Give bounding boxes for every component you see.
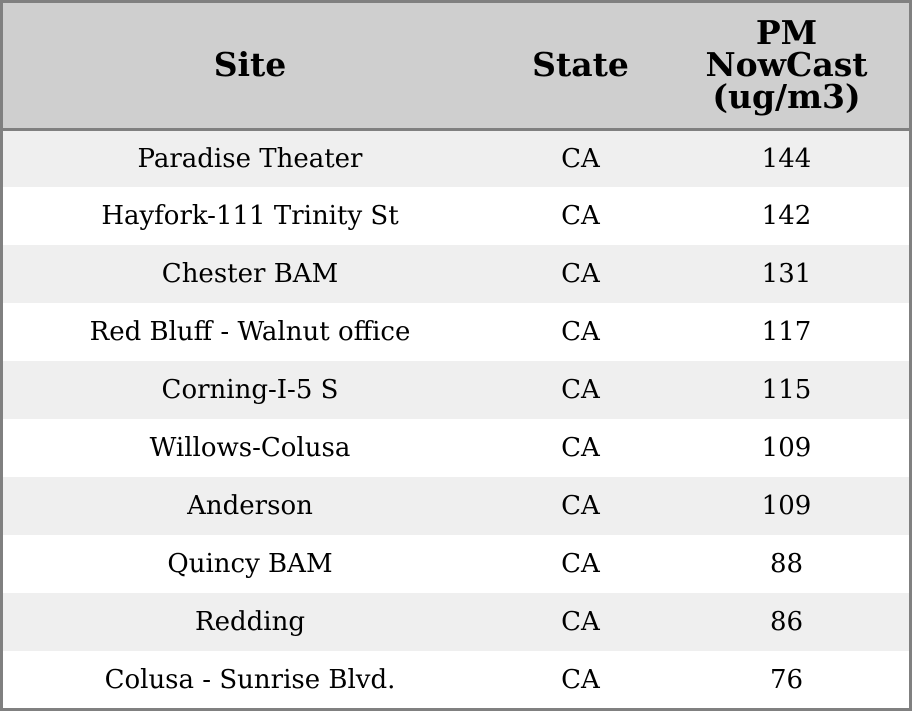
- site-cell: Corning-I-5 S: [3, 361, 497, 419]
- pm-nowcast-table: Site State PM NowCast (ug/m3) Paradise T…: [3, 3, 909, 708]
- table-row: Paradise Theater CA 144: [3, 129, 909, 187]
- pm-value-cell: 88: [664, 535, 909, 593]
- state-cell: CA: [497, 361, 664, 419]
- header-site: Site: [3, 3, 497, 131]
- pm-value-cell: 142: [664, 187, 909, 245]
- table-row: Colusa - Sunrise Blvd. CA 76: [3, 651, 909, 708]
- site-cell: Redding: [3, 593, 497, 651]
- table-row: Chester BAM CA 131: [3, 245, 909, 303]
- pm-value-cell: 117: [664, 303, 909, 361]
- state-cell: CA: [497, 187, 664, 245]
- pm-value-cell: 109: [664, 477, 909, 535]
- pm-value-cell: 144: [664, 129, 909, 187]
- state-cell: CA: [497, 419, 664, 477]
- state-cell: CA: [497, 477, 664, 535]
- site-cell: Hayfork-111 Trinity St: [3, 187, 497, 245]
- header-pm-line-2: NowCast: [705, 45, 868, 85]
- site-cell: Chester BAM: [3, 245, 497, 303]
- pm-value-cell: 115: [664, 361, 909, 419]
- pm-value-cell: 86: [664, 593, 909, 651]
- header-pm-line-3: (ug/m3): [712, 77, 861, 117]
- header-pm-line-1: PM: [755, 13, 818, 53]
- pm-value-cell: 76: [664, 651, 909, 708]
- site-cell: Paradise Theater: [3, 129, 497, 187]
- header-state-label: State: [532, 45, 629, 85]
- state-cell: CA: [497, 129, 664, 187]
- site-cell: Colusa - Sunrise Blvd.: [3, 651, 497, 708]
- header-pm-nowcast: PM NowCast (ug/m3): [664, 3, 909, 131]
- table-body: Paradise Theater CA 144 Hayfork-111 Trin…: [3, 129, 909, 708]
- header-row: Site State PM NowCast (ug/m3): [3, 3, 909, 131]
- table-header: Site State PM NowCast (ug/m3): [3, 3, 909, 131]
- table-row: Anderson CA 109: [3, 477, 909, 535]
- pm-value-cell: 109: [664, 419, 909, 477]
- pm-value-cell: 131: [664, 245, 909, 303]
- state-cell: CA: [497, 593, 664, 651]
- state-cell: CA: [497, 245, 664, 303]
- table-row: Red Bluff - Walnut office CA 117: [3, 303, 909, 361]
- site-cell: Red Bluff - Walnut office: [3, 303, 497, 361]
- table-row: Corning-I-5 S CA 115: [3, 361, 909, 419]
- site-cell: Willows-Colusa: [3, 419, 497, 477]
- site-cell: Anderson: [3, 477, 497, 535]
- state-cell: CA: [497, 651, 664, 708]
- table-row: Quincy BAM CA 88: [3, 535, 909, 593]
- header-state: State: [497, 3, 664, 131]
- table-row: Redding CA 86: [3, 593, 909, 651]
- header-site-label: Site: [213, 45, 287, 85]
- state-cell: CA: [497, 303, 664, 361]
- table-row: Hayfork-111 Trinity St CA 142: [3, 187, 909, 245]
- state-cell: CA: [497, 535, 664, 593]
- site-cell: Quincy BAM: [3, 535, 497, 593]
- table-row: Willows-Colusa CA 109: [3, 419, 909, 477]
